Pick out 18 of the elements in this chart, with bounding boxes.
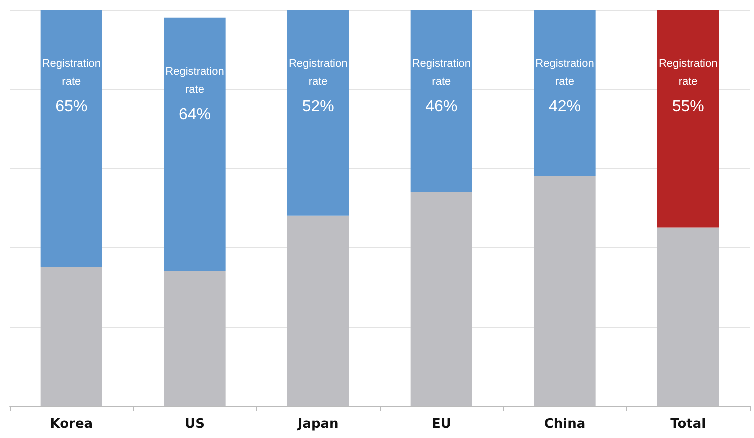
bar bbox=[658, 10, 720, 228]
bar bbox=[288, 10, 350, 216]
data-label: Registration rate 42% bbox=[536, 58, 594, 116]
x-tick-label: US bbox=[185, 417, 205, 432]
data-label: Registration rate 46% bbox=[412, 58, 472, 116]
x-tick-label: Japan bbox=[296, 417, 339, 432]
bar bbox=[40, 10, 102, 268]
data-label: Registration rate 55% bbox=[658, 58, 718, 116]
data-label: Registration rate 52% bbox=[288, 58, 348, 116]
bar bbox=[410, 10, 472, 192]
data-label: Registration rate 65% bbox=[42, 58, 102, 116]
x-tick-label: EU bbox=[432, 417, 452, 432]
x-tick-label: Korea bbox=[50, 417, 94, 432]
x-tick-label: Total bbox=[670, 417, 706, 432]
x-tick-label: China bbox=[544, 417, 586, 432]
bar bbox=[534, 10, 596, 176]
data-label: Registration rate 64% bbox=[166, 66, 224, 124]
bar bbox=[164, 18, 226, 272]
